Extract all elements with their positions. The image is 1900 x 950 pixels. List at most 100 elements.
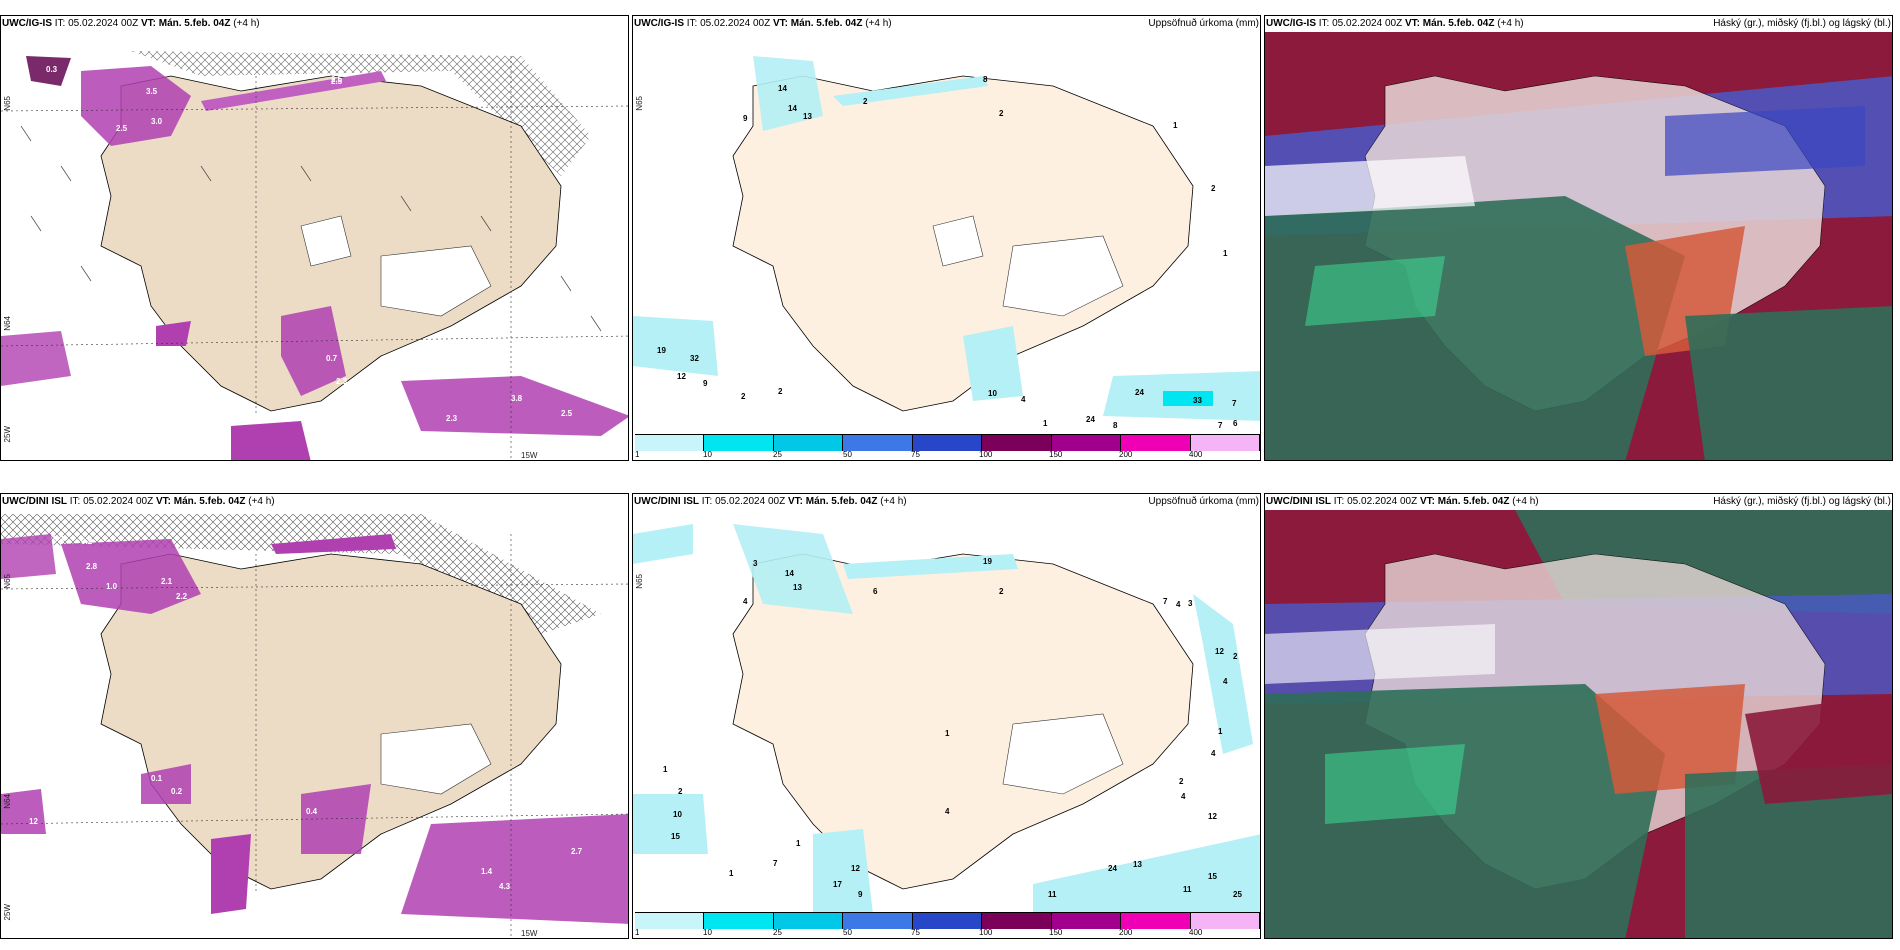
legend-swatch bbox=[1190, 913, 1260, 929]
precip-label: 10 bbox=[988, 389, 997, 398]
legend-swatch bbox=[1051, 435, 1122, 451]
legend-tick: 1 bbox=[635, 450, 640, 459]
precip-label: 2 bbox=[1179, 777, 1184, 786]
precip-label: 1 bbox=[1043, 419, 1048, 428]
precip-label: 6 bbox=[873, 587, 878, 596]
snow-label: 1.4 bbox=[481, 867, 493, 876]
lon-label: 15W bbox=[521, 929, 538, 938]
precip-label: 1 bbox=[1173, 121, 1178, 130]
legend-tick: 200 bbox=[1119, 450, 1133, 459]
snow-label: 0.2 bbox=[171, 787, 183, 796]
precip-label: 4 bbox=[1211, 749, 1216, 758]
lon-label: 25W bbox=[3, 904, 12, 921]
precip-label: 2 bbox=[678, 787, 683, 796]
init-time: IT: 05.02.2024 00Z bbox=[1333, 496, 1418, 507]
legend-swatch bbox=[773, 913, 844, 929]
init-time: IT: 05.02.2024 00Z bbox=[701, 496, 786, 507]
precip-label: 2 bbox=[778, 387, 783, 396]
legend-tick: 150 bbox=[1049, 928, 1063, 937]
model-source: UWC/IG-IS bbox=[634, 18, 684, 29]
snow-label: 0.3 bbox=[46, 65, 58, 74]
init-time: IT: 05.02.2024 00Z bbox=[54, 18, 139, 29]
snow-label: 3.8 bbox=[511, 394, 523, 403]
model-source: UWC/IG-IS bbox=[2, 18, 52, 29]
lat-label: N65 bbox=[635, 574, 644, 589]
snow-label: 0.9 bbox=[206, 429, 218, 438]
precip-label: 1 bbox=[729, 869, 734, 878]
snow-label: 0.7 bbox=[326, 354, 338, 363]
legend-tick: 200 bbox=[1119, 928, 1133, 937]
precip-label: 2 bbox=[1233, 652, 1238, 661]
legend-colorbar bbox=[635, 434, 1260, 451]
lead-time: (+4 h) bbox=[880, 496, 907, 507]
valid-time: VT: Mán. 5.feb. 04Z bbox=[140, 18, 231, 29]
lead-time: (+4 h) bbox=[233, 18, 260, 29]
snow-label: 2.2 bbox=[176, 592, 188, 601]
precip-label: 14 bbox=[788, 104, 797, 113]
legend-tick: 400 bbox=[1189, 928, 1203, 937]
lat-label: N64 bbox=[3, 794, 12, 809]
legend-swatch bbox=[635, 435, 705, 451]
legend-swatch bbox=[704, 913, 774, 929]
lead-time: (+4 h) bbox=[248, 496, 275, 507]
map-panel-dini-clouds: UWC/DINI ISL IT: 05.02.2024 00Z VT: Mán.… bbox=[1264, 493, 1893, 939]
precip-label: 33 bbox=[1193, 396, 1202, 405]
init-time: IT: 05.02.2024 00Z bbox=[1318, 18, 1403, 29]
legend-swatch bbox=[1190, 435, 1260, 451]
precip-label: 24 bbox=[1108, 864, 1117, 873]
model-source: UWC/DINI ISL bbox=[634, 496, 699, 507]
precip-label: 12 bbox=[677, 372, 686, 381]
snow-label: 2.5 bbox=[331, 75, 343, 84]
legend-swatch bbox=[843, 435, 913, 451]
legend-colorbar bbox=[635, 912, 1260, 929]
panel-title: Háský (gr.), miðský (fj.bl.) og lágský (… bbox=[1713, 18, 1891, 29]
precip-label: 11 bbox=[1183, 885, 1192, 894]
snow-label: 2.5 bbox=[116, 124, 128, 133]
snow-label: 2.7 bbox=[571, 847, 583, 856]
precip-label: 11 bbox=[1048, 890, 1057, 899]
precip-label: 6 bbox=[1233, 419, 1238, 428]
valid-time: VT: Mán. 5.feb. 04Z bbox=[772, 18, 863, 29]
lon-label: 25W bbox=[3, 426, 12, 443]
precip-label: 9 bbox=[703, 379, 708, 388]
snow-label: 0.3 bbox=[53, 535, 65, 544]
lat-label: N64 bbox=[3, 316, 12, 331]
precip-label: 1 bbox=[796, 839, 801, 848]
precip-label: 2 bbox=[999, 587, 1004, 596]
valid-time: VT: Mán. 5.feb. 04Z bbox=[1404, 18, 1495, 29]
precip-label: 2 bbox=[1211, 184, 1216, 193]
legend-swatch bbox=[635, 913, 705, 929]
precip-label: 9 bbox=[743, 114, 748, 123]
snow-area bbox=[281, 306, 346, 396]
precip-label: 14 bbox=[778, 84, 787, 93]
snow-label: 0.1 bbox=[151, 774, 163, 783]
legend-swatch bbox=[704, 435, 774, 451]
model-source: UWC/DINI ISL bbox=[2, 496, 67, 507]
legend-tick: 150 bbox=[1049, 450, 1063, 459]
legend-tick: 100 bbox=[979, 450, 993, 459]
legend-tick: 25 bbox=[773, 928, 782, 937]
legend-swatch bbox=[982, 913, 1052, 929]
cloud-map-svg bbox=[1265, 32, 1892, 460]
cloud-map-svg bbox=[1265, 510, 1892, 938]
precip-label: 15 bbox=[671, 832, 680, 841]
lat-label: N65 bbox=[3, 96, 12, 111]
valid-time: VT: Mán. 5.feb. 04Z bbox=[1419, 496, 1510, 507]
legend-tick: 10 bbox=[703, 928, 712, 937]
valid-time: VT: Mán. 5.feb. 04Z bbox=[155, 496, 246, 507]
legend-swatch bbox=[912, 913, 983, 929]
snow-label: 0.1 bbox=[451, 87, 463, 96]
snow-label: 3.0 bbox=[356, 384, 368, 393]
lead-time: (+4 h) bbox=[1497, 18, 1524, 29]
precip-label: 1 bbox=[1218, 727, 1223, 736]
legend-swatch bbox=[1121, 913, 1191, 929]
legend-tick: 75 bbox=[911, 928, 920, 937]
legend-swatch bbox=[1051, 913, 1122, 929]
init-time: IT: 05.02.2024 00Z bbox=[69, 496, 154, 507]
iceland-land bbox=[100, 553, 562, 890]
snow-label: 2.3 bbox=[446, 414, 458, 423]
panel-header: UWC/DINI ISL IT: 05.02.2024 00Z VT: Mán.… bbox=[633, 494, 1260, 510]
precip-label: 2 bbox=[863, 97, 868, 106]
precip-label: 15 bbox=[1208, 872, 1217, 881]
legend-swatch bbox=[843, 913, 913, 929]
